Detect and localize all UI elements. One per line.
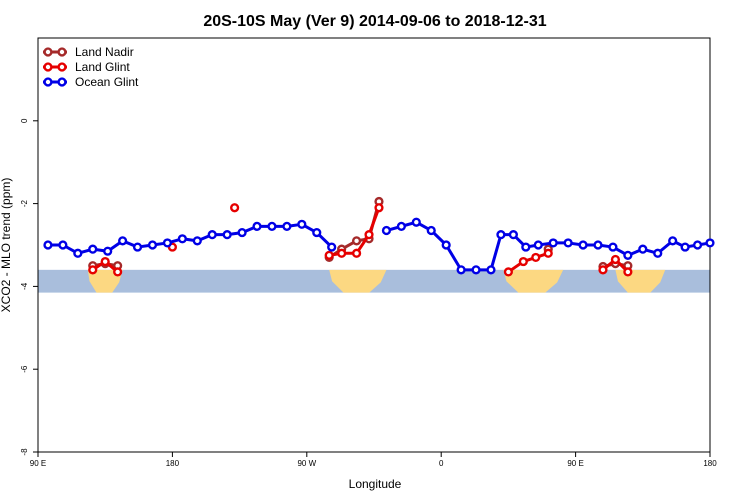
data-point-2-13 (237, 227, 247, 238)
data-point-1-0 (88, 265, 98, 275)
data-point-2-0 (43, 240, 53, 250)
data-point-1-8 (364, 230, 374, 240)
series-ocean-glint (43, 217, 715, 275)
x-tick-label-4: 90 E (567, 459, 583, 468)
data-point-1-5 (324, 250, 334, 260)
y-tick-label-1: -2 (20, 199, 29, 207)
data-point-2-25 (456, 265, 466, 275)
data-point-1-7 (351, 248, 362, 258)
data-point-1-14 (598, 265, 608, 275)
y-axis: 0 -2 -4 -6 -8 (20, 118, 38, 456)
data-point-2-42 (692, 240, 703, 250)
data-point-2-39 (653, 248, 663, 258)
data-point-2-1 (58, 240, 68, 250)
data-point-2-5 (118, 236, 128, 246)
data-point-1-16 (623, 267, 633, 277)
data-point-0-5 (351, 236, 362, 246)
data-point-2-28 (496, 230, 506, 240)
data-point-2-32 (548, 238, 558, 248)
data-point-2-35 (593, 240, 603, 250)
data-point-1-15 (610, 254, 621, 265)
y-tick-label-4: -8 (20, 448, 29, 456)
chart-title: 20S-10S May (Ver 9) 2014-09-06 to 2018-1… (203, 13, 546, 30)
data-point-2-24 (441, 240, 451, 250)
data-point-2-36 (608, 242, 618, 252)
data-point-2-22 (411, 217, 421, 227)
land-mass-2 (503, 269, 564, 293)
x-tick-label-5: 180 (703, 459, 717, 468)
y-axis-label: XCO2 - MLO trend (ppm) (0, 178, 13, 313)
data-point-2-29 (508, 230, 518, 240)
data-point-2-19 (327, 242, 337, 252)
x-axis-label: Longitude (349, 477, 402, 491)
y-tick-label-3: -6 (20, 365, 29, 373)
series-land-glint (88, 203, 633, 277)
series-land-nadir (88, 196, 633, 272)
data-point-2-8 (162, 238, 173, 248)
data-point-1-10 (503, 267, 514, 277)
data-point-2-37 (623, 250, 633, 260)
data-point-2-41 (680, 242, 690, 252)
data-point-2-31 (533, 240, 543, 250)
data-point-1-13 (543, 248, 553, 258)
data-point-2-21 (396, 221, 406, 231)
x-tick-label-3: 0 (439, 459, 444, 468)
data-point-2-18 (312, 227, 322, 238)
data-point-2-11 (207, 230, 217, 240)
y-tick-label-2: -4 (20, 282, 29, 290)
land-mass-0 (87, 269, 123, 293)
data-point-2-4 (103, 246, 113, 256)
data-point-2-23 (426, 225, 436, 236)
data-point-2-12 (222, 230, 232, 240)
data-point-1-1 (100, 256, 110, 267)
legend-marker-end-0 (57, 47, 67, 57)
legend-marker-end-1 (57, 62, 67, 72)
x-axis: 90 E 180 90 W 0 90 E 180 (30, 452, 717, 468)
x-tick-label-1: 180 (166, 459, 180, 468)
data-point-1-6 (337, 248, 347, 258)
data-point-2-16 (282, 221, 292, 231)
data-point-2-38 (638, 244, 648, 254)
legend-marker-1 (43, 62, 53, 72)
data-point-1-4 (230, 203, 240, 213)
data-point-1-11 (518, 256, 528, 267)
x-tick-label-0: 90 E (30, 459, 46, 468)
legend-marker-end-2 (57, 77, 67, 87)
data-point-2-20 (381, 225, 392, 236)
data-point-2-17 (297, 219, 307, 229)
legend-label-2: Ocean Glint (75, 75, 139, 89)
data-point-2-30 (521, 242, 531, 252)
data-point-2-15 (267, 221, 277, 231)
legend-marker-0 (43, 47, 53, 57)
series-layer (43, 196, 715, 277)
y-tick-label-0: 0 (20, 118, 29, 123)
map-background (38, 269, 710, 293)
data-point-2-40 (668, 236, 678, 246)
legend-label-0: Land Nadir (75, 45, 134, 59)
data-point-2-3 (88, 244, 98, 254)
data-point-1-12 (531, 252, 541, 263)
data-point-2-43 (705, 238, 715, 248)
data-point-2-2 (73, 248, 83, 258)
land-mass-1 (329, 269, 387, 293)
legend-marker-2 (43, 77, 53, 87)
data-point-2-26 (471, 265, 481, 275)
data-point-2-7 (147, 240, 158, 250)
data-point-1-9 (374, 203, 384, 213)
data-point-2-9 (177, 234, 187, 244)
series-line-1-4 (507, 251, 549, 274)
data-point-2-34 (578, 240, 588, 250)
x-tick-label-2: 90 W (297, 459, 316, 468)
data-point-2-33 (563, 238, 573, 248)
data-point-2-14 (252, 221, 262, 231)
data-point-1-2 (113, 267, 123, 277)
data-point-2-10 (192, 236, 202, 246)
data-point-2-27 (486, 265, 496, 275)
legend-label-1: Land Glint (75, 60, 130, 74)
data-point-2-6 (132, 242, 143, 252)
